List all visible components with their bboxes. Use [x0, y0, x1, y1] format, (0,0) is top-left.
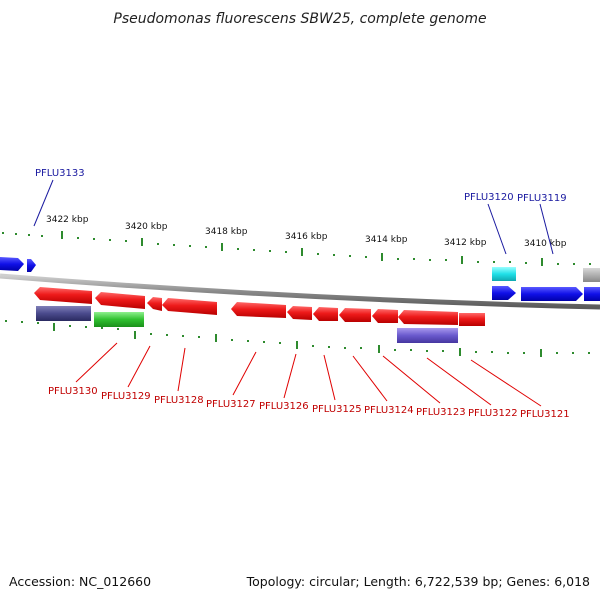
genome-summary-text: Topology: circular; Length: 6,722,539 bp…: [246, 574, 590, 589]
scale-labels: 3422 kbp 3420 kbp 3418 kbp 3416 kbp 3414…: [46, 215, 567, 249]
reverse-strand-genes: [34, 287, 485, 326]
gene-blue-pflu3119[interactable]: [521, 287, 583, 301]
gene-red-pflu3126[interactable]: [231, 302, 286, 318]
scale-label: 3414 kbp: [365, 235, 408, 245]
gene-red-pflu3122[interactable]: [372, 309, 398, 323]
gene-label-pflu3119[interactable]: PFLU3119: [517, 193, 567, 204]
gene-label-pflu3124[interactable]: PFLU3124: [364, 405, 414, 416]
gene-red-pflu3125[interactable]: [287, 306, 312, 320]
gene-label-pflu3122[interactable]: PFLU3122: [468, 408, 518, 419]
leader-line: [539, 203, 554, 255]
gene-red-pflu3123[interactable]: [339, 308, 371, 322]
scale-label: 3420 kbp: [125, 222, 168, 232]
gene-red-extra[interactable]: [459, 313, 485, 326]
gene-label-pflu3121[interactable]: PFLU3121: [520, 409, 570, 420]
gene-blue-left-1[interactable]: [0, 257, 24, 271]
leader-line: [33, 179, 54, 227]
leader-line: [75, 342, 118, 383]
genome-backbone: [0, 273, 600, 310]
gene-label-pflu3128[interactable]: PFLU3128: [154, 395, 204, 406]
bottom-gene-labels: [75, 342, 542, 407]
feature-navy[interactable]: [36, 306, 91, 321]
feature-green[interactable]: [94, 312, 144, 327]
leader-line: [426, 357, 492, 406]
gene-label-pflu3129[interactable]: PFLU3129: [101, 391, 151, 402]
scale-label: 3418 kbp: [205, 227, 248, 237]
gene-red-pflu3124[interactable]: [313, 307, 338, 321]
leader-line: [323, 354, 336, 401]
gene-cyan-pflu3120[interactable]: [492, 267, 516, 281]
leader-line: [470, 359, 542, 407]
scale-label: 3412 kbp: [444, 238, 487, 248]
gene-label-pflu3123[interactable]: PFLU3123: [416, 407, 466, 418]
gene-blue-right-3[interactable]: [584, 287, 600, 301]
gene-label-pflu3125[interactable]: PFLU3125: [312, 404, 362, 415]
feature-boxes: [36, 306, 458, 343]
gene-red-pflu3127[interactable]: [162, 298, 217, 315]
page-title: Pseudomonas fluorescens SBW25, complete …: [113, 11, 486, 27]
gene-red-pflu3129[interactable]: [95, 292, 145, 309]
leader-line: [177, 347, 186, 392]
leader-line: [283, 353, 297, 399]
gene-label-pflu3127[interactable]: PFLU3127: [206, 399, 256, 410]
scale-label: 3422 kbp: [46, 215, 89, 225]
outer-scale-ticks: [2, 231, 591, 266]
leader-line: [352, 355, 388, 402]
scale-label: 3410 kbp: [524, 239, 567, 249]
gene-blue-left-2[interactable]: [27, 259, 36, 272]
gene-label-pflu3120[interactable]: PFLU3120: [464, 192, 514, 203]
gene-red-pflu3121[interactable]: [398, 310, 458, 325]
forward-strand-genes: [0, 257, 600, 301]
gene-blue-right-1[interactable]: [492, 286, 516, 300]
leader-line: [382, 355, 441, 404]
gene-label-pflu3133[interactable]: PFLU3133: [35, 168, 85, 179]
gene-label-pflu3130[interactable]: PFLU3130: [48, 386, 98, 397]
scale-label: 3416 kbp: [285, 232, 328, 242]
inner-scale-ticks: [5, 320, 590, 357]
gene-label-pflu3126[interactable]: PFLU3126: [259, 401, 309, 412]
leader-line: [127, 345, 151, 388]
leader-line: [487, 203, 507, 255]
gene-grey[interactable]: [583, 268, 600, 282]
gene-red-pflu3130[interactable]: [34, 287, 92, 304]
gene-red-pflu3128[interactable]: [147, 297, 162, 311]
bottom-gene-label-texts: PFLU3130 PFLU3129 PFLU3128 PFLU3127 PFLU…: [48, 386, 570, 420]
feature-purple[interactable]: [397, 328, 458, 343]
leader-line: [232, 351, 257, 396]
accession-text: Accession: NC_012660: [9, 574, 151, 589]
top-gene-labels: PFLU3133 PFLU3120 PFLU3119: [33, 168, 567, 255]
